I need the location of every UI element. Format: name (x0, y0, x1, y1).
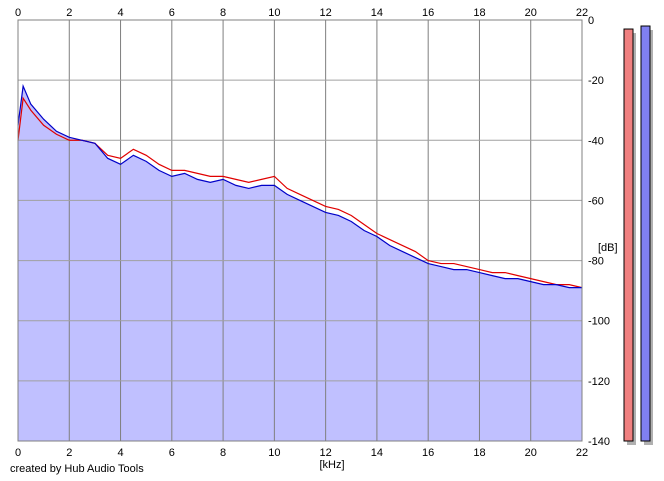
x-tick-label-top: 20 (525, 7, 537, 19)
x-tick-label-top: 8 (220, 7, 226, 19)
series-layer (17, 83, 583, 289)
y-tick-label: -20 (588, 75, 604, 87)
spectrum-fill-layer (18, 86, 582, 442)
spectrum-fill (18, 86, 582, 442)
credit-text: created by Hub Audio Tools (10, 463, 144, 475)
x-tick-label-bottom: 6 (169, 447, 175, 459)
y-ticks-right: 0 -20 -40 -60 -80 -100 -120 -140 (588, 15, 610, 448)
x-tick-label-bottom: 10 (268, 447, 280, 459)
plot-frame (17, 19, 583, 442)
x-tick-label-bottom: 0 (15, 447, 21, 459)
y-tick-label: 0 (588, 15, 594, 27)
level-meters (623, 25, 653, 446)
series-line-1 (17, 96, 583, 289)
x-tick-label-bottom: 14 (371, 447, 383, 459)
y-tick-label: -80 (588, 256, 604, 268)
x-tick-label-top: 0 (15, 7, 21, 19)
x-ticks-top: 0 2 4 6 8 10 12 14 16 18 20 22 (15, 7, 588, 19)
y-axis-label: [dB] (598, 242, 618, 254)
x-tick-label-bottom: 12 (320, 447, 332, 459)
y-tick-label: -40 (588, 135, 604, 147)
level-meter-bar (640, 25, 651, 442)
x-tick-label-bottom: 2 (66, 447, 72, 459)
y-tick-label: -140 (588, 436, 610, 448)
x-tick-label-top: 4 (117, 7, 123, 19)
x-tick-label-bottom: 16 (422, 447, 434, 459)
x-tick-label-bottom: 22 (576, 447, 588, 459)
level-meter-bar (623, 28, 634, 442)
x-tick-label-bottom: 4 (117, 447, 123, 459)
series-line-2 (17, 83, 582, 289)
x-tick-label-bottom: 18 (473, 447, 485, 459)
y-tick-label: -100 (588, 316, 610, 328)
x-tick-label-bottom: 20 (525, 447, 537, 459)
x-tick-label-top: 2 (66, 7, 72, 19)
x-axis-label: [kHz] (319, 459, 344, 471)
x-tick-label-top: 22 (576, 7, 588, 19)
y-tick-label: -60 (588, 195, 604, 207)
x-tick-label-top: 12 (320, 7, 332, 19)
x-tick-label-bottom: 8 (220, 447, 226, 459)
x-tick-label-top: 18 (473, 7, 485, 19)
x-tick-label-top: 10 (268, 7, 280, 19)
x-tick-label-top: 6 (169, 7, 175, 19)
x-tick-label-top: 14 (371, 7, 383, 19)
x-ticks-bottom: 0 2 4 6 8 10 12 14 16 18 20 22 (15, 447, 588, 459)
x-tick-label-top: 16 (422, 7, 434, 19)
y-tick-label: -120 (588, 376, 610, 388)
